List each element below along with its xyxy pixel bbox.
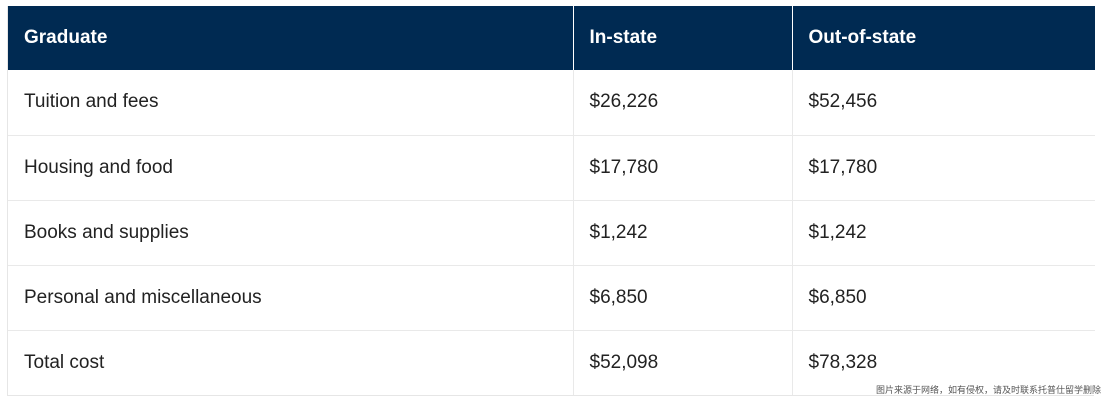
table-header: Graduate In-state Out-of-state <box>8 6 1095 70</box>
out-of-state-value: $52,456 <box>792 70 1095 135</box>
in-state-value: $1,242 <box>573 199 793 265</box>
row-label: Total cost <box>8 329 574 395</box>
row-label: Personal and miscellaneous <box>8 264 574 330</box>
header-row: Graduate In-state Out-of-state <box>8 6 1095 70</box>
row-label: Books and supplies <box>8 199 574 265</box>
in-state-value: $52,098 <box>573 329 793 395</box>
table-row: Tuition and fees $26,226 $52,456 <box>8 70 1095 135</box>
in-state-value: $17,780 <box>573 134 793 200</box>
row-label: Tuition and fees <box>8 70 574 135</box>
table-body: Tuition and fees $26,226 $52,456 Housing… <box>8 70 1095 395</box>
table-row: Books and supplies $1,242 $1,242 <box>8 199 1095 265</box>
cost-table-container: Graduate In-state Out-of-state Tuition a… <box>7 6 1095 396</box>
graduate-cost-table: Graduate In-state Out-of-state Tuition a… <box>8 6 1095 395</box>
table-row: Total cost $52,098 $78,328 <box>8 329 1095 395</box>
header-in-state: In-state <box>573 6 793 70</box>
in-state-value: $26,226 <box>573 70 793 135</box>
out-of-state-value: $17,780 <box>792 134 1095 200</box>
row-label: Housing and food <box>8 134 574 200</box>
out-of-state-value: $78,328 <box>792 329 1095 395</box>
image-source-watermark: 图片来源于网络，如有侵权，请及时联系托普仕留学删除 <box>875 386 1101 396</box>
table-row: Personal and miscellaneous $6,850 $6,850 <box>8 264 1095 330</box>
in-state-value: $6,850 <box>573 264 793 330</box>
table-row: Housing and food $17,780 $17,780 <box>8 134 1095 200</box>
header-out-of-state: Out-of-state <box>792 6 1095 70</box>
out-of-state-value: $1,242 <box>792 199 1095 265</box>
out-of-state-value: $6,850 <box>792 264 1095 330</box>
header-graduate: Graduate <box>8 6 574 70</box>
